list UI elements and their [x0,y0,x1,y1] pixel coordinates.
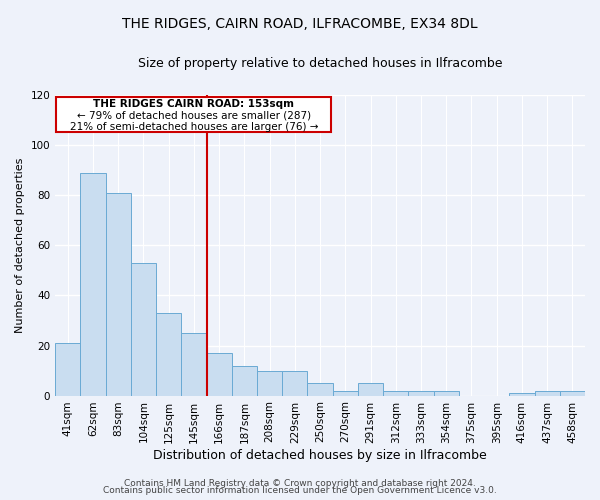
Bar [232,366,257,396]
Text: Contains HM Land Registry data © Crown copyright and database right 2024.: Contains HM Land Registry data © Crown c… [124,478,476,488]
Bar [409,390,434,396]
Bar [206,353,232,396]
Bar [434,390,459,396]
Y-axis label: Number of detached properties: Number of detached properties [15,158,25,333]
FancyBboxPatch shape [56,96,331,132]
Bar [257,370,282,396]
Bar [307,383,332,396]
Text: 21% of semi-detached houses are larger (76) →: 21% of semi-detached houses are larger (… [70,122,318,132]
Text: THE RIDGES, CAIRN ROAD, ILFRACOMBE, EX34 8DL: THE RIDGES, CAIRN ROAD, ILFRACOMBE, EX34… [122,18,478,32]
Bar [560,390,585,396]
X-axis label: Distribution of detached houses by size in Ilfracombe: Distribution of detached houses by size … [153,450,487,462]
Bar [181,333,206,396]
Text: ← 79% of detached houses are smaller (287): ← 79% of detached houses are smaller (28… [77,110,311,120]
Bar [509,393,535,396]
Bar [282,370,307,396]
Bar [383,390,409,396]
Bar [156,313,181,396]
Bar [106,193,131,396]
Bar [131,263,156,396]
Text: Contains public sector information licensed under the Open Government Licence v3: Contains public sector information licen… [103,486,497,495]
Text: THE RIDGES CAIRN ROAD: 153sqm: THE RIDGES CAIRN ROAD: 153sqm [94,99,295,109]
Bar [535,390,560,396]
Bar [55,343,80,396]
Bar [358,383,383,396]
Bar [332,390,358,396]
Title: Size of property relative to detached houses in Ilfracombe: Size of property relative to detached ho… [138,58,502,70]
Bar [80,173,106,396]
